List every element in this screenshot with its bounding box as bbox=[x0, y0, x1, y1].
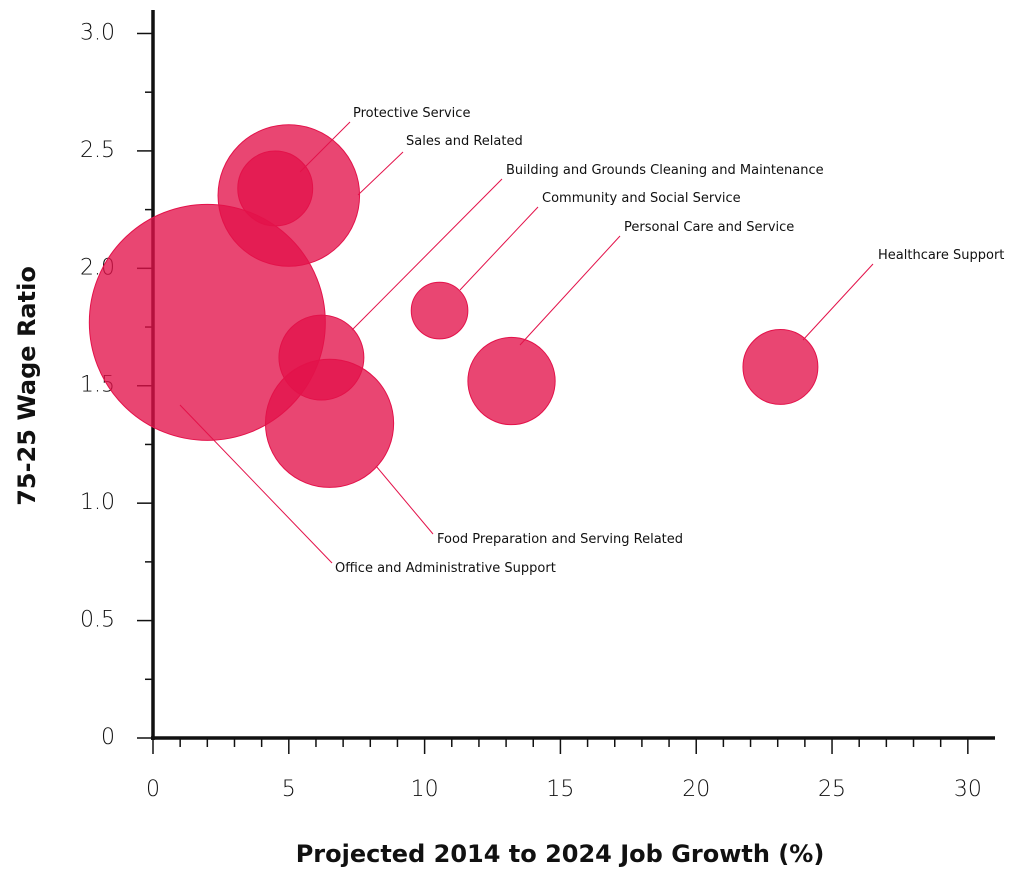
y-tick-label: 0.5 bbox=[80, 608, 115, 633]
bubble-label: Personal Care and Service bbox=[624, 220, 794, 235]
bubble bbox=[237, 150, 314, 227]
y-tick-label: 1.0 bbox=[80, 490, 115, 515]
leader-line bbox=[802, 263, 874, 341]
bubble-label: Food Preparation and Serving Related bbox=[437, 532, 683, 547]
bubble bbox=[467, 336, 556, 426]
leader-line bbox=[519, 235, 621, 346]
x-tick-label: 0 bbox=[146, 777, 160, 802]
bubble bbox=[264, 358, 395, 488]
x-tick-label: 20 bbox=[682, 777, 710, 802]
leader-line bbox=[351, 178, 503, 331]
bubble-label: Community and Social Service bbox=[542, 191, 741, 206]
bubble bbox=[742, 329, 819, 405]
x-tick-label: 5 bbox=[282, 777, 296, 802]
leader-line bbox=[299, 121, 351, 173]
bubble-label: Building and Grounds Cleaning and Mainte… bbox=[506, 163, 824, 178]
x-tick-label: 30 bbox=[954, 777, 982, 802]
bubble-label: Protective Service bbox=[353, 106, 470, 121]
bubble-label: Office and Administrative Support bbox=[335, 561, 556, 576]
leader-line bbox=[357, 151, 404, 196]
bubble-label: Sales and Related bbox=[406, 134, 523, 149]
x-tick-label: 15 bbox=[546, 777, 574, 802]
y-tick-label: 2.5 bbox=[80, 138, 115, 163]
y-tick-label: 0 bbox=[101, 725, 115, 750]
leader-line bbox=[375, 465, 434, 535]
leader-line bbox=[179, 404, 333, 564]
x-axis-title: Projected 2014 to 2024 Job Growth (%) bbox=[296, 840, 825, 868]
bubble-label: Healthcare Support bbox=[878, 248, 1004, 263]
bubble bbox=[410, 281, 469, 340]
x-tick-label: 10 bbox=[411, 777, 439, 802]
leader-line bbox=[459, 206, 539, 291]
x-tick-label: 25 bbox=[818, 777, 846, 802]
y-tick-label: 3.0 bbox=[80, 20, 115, 45]
y-axis-title: 75-25 Wage Ratio bbox=[13, 266, 41, 506]
